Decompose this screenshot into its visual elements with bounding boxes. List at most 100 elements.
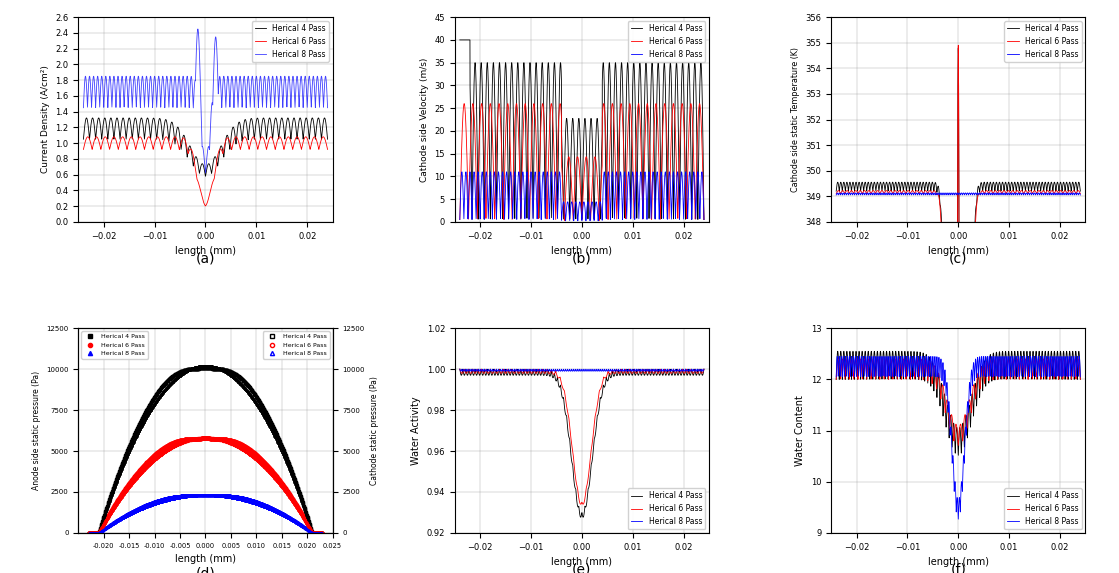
Herical 8 Pass (283, 515, 297, 521)
Herical 8 Pass (829, 191, 843, 198)
Herical 6 Pass (932, 370, 946, 377)
Herical 4 Pass (82, 529, 95, 536)
Herical 8 Pass (254, 75, 267, 82)
Herical 4 Pass (557, 402, 571, 409)
Herical 6 Pass (557, 217, 571, 224)
Herical 6 Pass (1073, 190, 1087, 197)
Herical 8 Pass (316, 529, 329, 536)
Herical 8 Pass (224, 492, 237, 499)
Herical 6 Pass (232, 439, 245, 446)
Herical 4 Pass (946, 442, 959, 449)
Herical 8 Pass (932, 354, 946, 361)
Herical 6 Pass (557, 387, 571, 394)
Herical 4 Pass (678, 372, 692, 379)
Text: (a): (a) (196, 252, 215, 266)
Text: (e): (e) (572, 563, 592, 573)
Herical 6 Pass (453, 366, 467, 372)
Herical 8 Pass (1073, 374, 1087, 380)
Herical 6 Pass (689, 163, 703, 170)
Herical 4 Pass (321, 136, 335, 143)
Herical 6 Pass (224, 437, 237, 444)
Herical 4 Pass (232, 372, 245, 379)
Herical 4 Pass (951, 452, 965, 459)
Herical 8 Pass (946, 459, 959, 466)
Line: Herical 6 Pass: Herical 6 Pass (460, 369, 704, 504)
Herical 6 Pass (82, 529, 95, 536)
Legend: Herical 4 Pass, Herical 6 Pass, Herical 8 Pass: Herical 4 Pass, Herical 6 Pass, Herical … (263, 331, 329, 359)
Herical 6 Pass (951, 42, 965, 49)
Herical 8 Pass (697, 216, 711, 223)
Herical 8 Pass (1066, 355, 1080, 362)
Text: (c): (c) (949, 252, 968, 266)
Herical 6 Pass (232, 443, 245, 450)
Herical 6 Pass (77, 146, 91, 153)
Herical 4 Pass (96, 516, 110, 523)
Line: Herical 6 Pass: Herical 6 Pass (87, 437, 323, 534)
Line: Herical 8 Pass: Herical 8 Pass (836, 193, 1080, 195)
Herical 6 Pass (218, 436, 232, 443)
Herical 8 Pass (316, 529, 329, 536)
Herical 8 Pass (1073, 191, 1087, 198)
Herical 8 Pass (232, 495, 245, 502)
Herical 6 Pass (570, 163, 583, 170)
Herical 6 Pass (1007, 188, 1021, 195)
Herical 8 Pass (260, 502, 273, 509)
Herical 6 Pass (678, 136, 692, 143)
Herical 8 Pass (96, 527, 110, 533)
Herical 6 Pass (192, 183, 206, 190)
Herical 6 Pass (218, 438, 232, 445)
Herical 8 Pass (833, 353, 846, 360)
Herical 8 Pass (934, 356, 948, 363)
Herical 8 Pass (951, 516, 965, 523)
Herical 8 Pass (301, 86, 314, 93)
Herical 8 Pass (1066, 190, 1080, 197)
Y-axis label: Cathode side static Temperature (K): Cathode side static Temperature (K) (791, 47, 800, 192)
Line: Herical 6 Pass: Herical 6 Pass (87, 437, 323, 534)
Legend: Herical 4 Pass, Herical 6 Pass, Herical 8 Pass: Herical 4 Pass, Herical 6 Pass, Herical … (628, 21, 705, 62)
Line: Herical 4 Pass: Herical 4 Pass (84, 118, 328, 176)
Herical 8 Pass (459, 168, 472, 175)
Text: (b): (b) (572, 252, 592, 266)
Line: Herical 8 Pass: Herical 8 Pass (87, 494, 323, 534)
Herical 8 Pass (77, 104, 91, 111)
Herical 8 Pass (179, 85, 192, 92)
Herical 6 Pass (96, 521, 110, 528)
Herical 8 Pass (453, 216, 467, 223)
Herical 4 Pass (556, 394, 570, 401)
Herical 6 Pass (453, 216, 467, 223)
Herical 4 Pass (630, 188, 643, 195)
Line: Herical 8 Pass: Herical 8 Pass (87, 494, 323, 534)
Herical 6 Pass (1073, 376, 1087, 383)
Herical 4 Pass (1066, 349, 1080, 356)
Herical 4 Pass (224, 372, 237, 379)
Herical 4 Pass (199, 172, 213, 179)
Herical 8 Pass (283, 516, 297, 523)
Herical 4 Pass (1073, 376, 1087, 383)
Herical 4 Pass (697, 216, 711, 223)
Herical 4 Pass (181, 148, 195, 155)
Herical 6 Pass (1066, 188, 1080, 195)
Y-axis label: Water Content: Water Content (796, 395, 806, 466)
Herical 4 Pass (254, 131, 267, 138)
Herical 8 Pass (199, 492, 213, 499)
Herical 4 Pass (1007, 183, 1021, 190)
Herical 6 Pass (199, 202, 213, 209)
Herical 8 Pass (224, 494, 237, 501)
Herical 4 Pass (689, 372, 703, 379)
Herical 4 Pass (1054, 349, 1068, 356)
Herical 4 Pass (79, 115, 93, 121)
Herical 6 Pass (179, 140, 192, 147)
Herical 8 Pass (457, 368, 470, 375)
Herical 6 Pass (283, 492, 297, 499)
Herical 4 Pass (1073, 188, 1087, 195)
Herical 8 Pass (218, 493, 232, 500)
Herical 8 Pass (96, 527, 110, 533)
Herical 8 Pass (199, 170, 213, 176)
Herical 4 Pass (199, 363, 213, 370)
Herical 6 Pass (1066, 359, 1080, 366)
Herical 6 Pass (829, 190, 843, 197)
X-axis label: length (mm): length (mm) (928, 246, 989, 256)
Herical 4 Pass (574, 514, 587, 521)
Herical 4 Pass (570, 486, 583, 493)
Herical 8 Pass (557, 202, 571, 209)
